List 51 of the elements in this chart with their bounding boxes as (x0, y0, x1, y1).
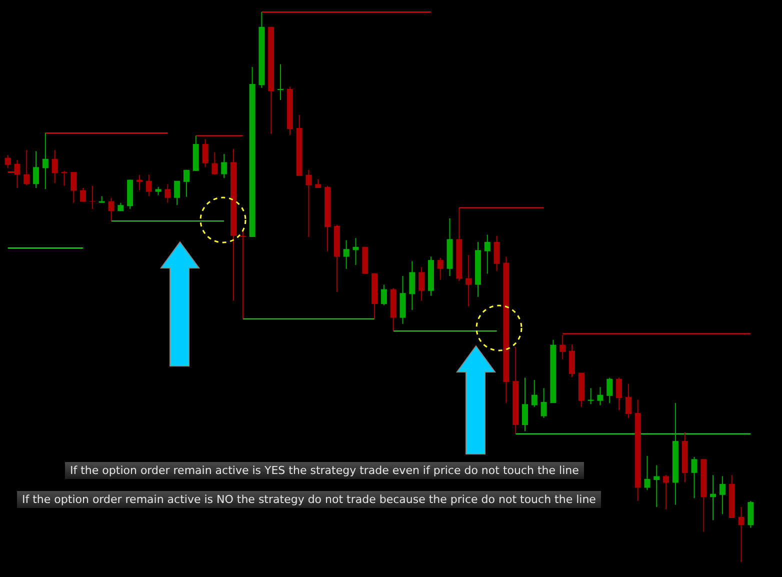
candlestick (560, 334, 566, 360)
candlestick (221, 153, 228, 179)
candlestick (531, 379, 538, 408)
candlestick (183, 169, 190, 198)
candlestick (466, 254, 472, 307)
candlestick (52, 150, 58, 184)
candlestick (212, 152, 218, 176)
candlestick (606, 377, 613, 404)
candlestick (24, 150, 30, 186)
candlestick (644, 455, 650, 490)
annotation: If the option order remain active is YES the strategy trade even if price do not touch the line (65, 462, 584, 479)
candlestick (136, 174, 142, 191)
candlestick (484, 234, 490, 274)
candlestick (494, 235, 500, 272)
candlestick (719, 476, 726, 515)
candlestick (380, 284, 387, 306)
candlestick (522, 377, 528, 432)
candlestick (89, 185, 96, 210)
candlestick (654, 464, 660, 508)
candlestick (710, 474, 716, 521)
candlestick (146, 174, 152, 197)
candlestick (80, 188, 86, 202)
candlestick (61, 170, 68, 186)
candlestick (625, 383, 632, 418)
candlestick (409, 260, 416, 311)
candlestick (33, 150, 40, 188)
candlestick (691, 456, 698, 499)
candlestick (174, 180, 180, 206)
candlestick (108, 197, 114, 222)
candlestick (306, 169, 312, 238)
candlestick (663, 474, 670, 510)
candlestick (418, 266, 425, 302)
annotation: If the option order remain active is NO the strategy do not trade because the price do not touch the line (17, 491, 601, 508)
candlestick (597, 386, 604, 406)
candlestick (278, 64, 284, 100)
candlestick (352, 238, 359, 266)
candlestick (748, 500, 754, 528)
candlestick (202, 138, 208, 168)
candlestick (70, 172, 77, 204)
candlestick (14, 159, 20, 188)
candlestick (164, 184, 171, 204)
candlestick (4, 154, 11, 169)
candlestick (569, 344, 576, 378)
candlestick (437, 257, 444, 280)
candlestick (240, 229, 246, 320)
candlestick (616, 377, 622, 411)
candlestick (540, 388, 547, 418)
candlestick (42, 132, 48, 190)
candlestick (343, 240, 350, 270)
candlestick (588, 388, 594, 405)
candlestick (738, 506, 744, 562)
